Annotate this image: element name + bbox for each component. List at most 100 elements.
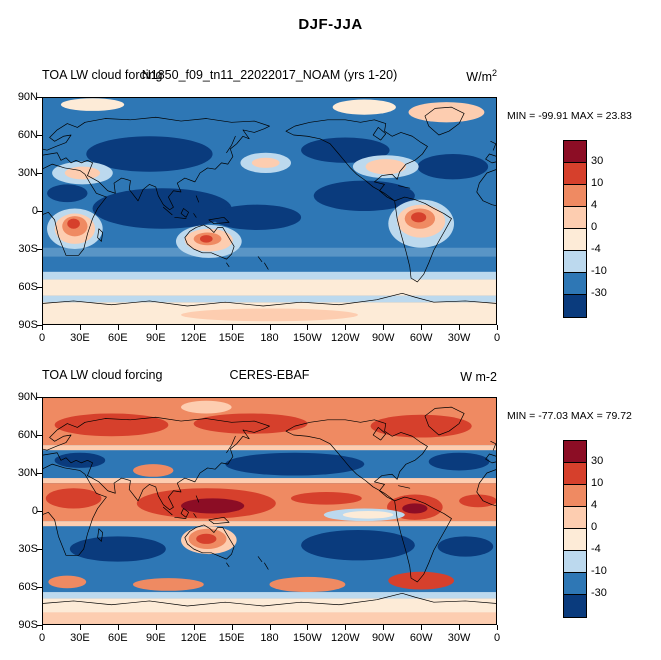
lon-tick-label: 0 <box>493 332 501 344</box>
colorbar-tick-label: -10 <box>591 265 607 277</box>
minmax-label: MIN = -77.03 MAX = 79.72 <box>507 410 632 422</box>
colorbar-tick-label: -10 <box>591 565 607 577</box>
colorbar-tick-label: 0 <box>591 521 598 533</box>
colorbar-segment <box>564 163 586 185</box>
lon-tick-mark <box>383 625 385 630</box>
lon-tick-mark <box>269 625 271 630</box>
units-sup: 2 <box>491 68 497 78</box>
lon-tick-label: 120W <box>330 332 360 344</box>
lon-tick-mark <box>421 325 423 330</box>
lat-tick-label: 90N <box>17 91 38 103</box>
model-map-svg <box>42 97 497 325</box>
figure-title: DJF-JJA <box>298 16 363 33</box>
lat-tick-mark <box>37 287 42 288</box>
panel-units: W m-2 <box>42 368 497 384</box>
lon-tick-label: 180 <box>260 332 279 344</box>
lon-tick-mark <box>307 325 309 330</box>
colorbar-segment <box>564 595 586 617</box>
lon-tick-label: 150E <box>218 332 245 344</box>
colorbar-segment <box>564 441 586 463</box>
colorbar-segment <box>564 273 586 295</box>
lon-tick-mark <box>383 325 385 330</box>
lon-tick-mark <box>193 625 195 630</box>
colorbar-segment <box>564 207 586 229</box>
lon-tick-label: 60W <box>409 332 433 344</box>
colorbar-tick-label: 30 <box>591 455 604 467</box>
lat-tick-label: 90S <box>18 619 38 631</box>
lon-tick-label: 90W <box>371 332 395 344</box>
lat-tick-label: 30N <box>17 467 38 479</box>
lat-tick-mark <box>37 173 42 174</box>
lat-tick-mark <box>37 211 42 212</box>
lat-tick-label: 60S <box>18 581 38 593</box>
lon-tick-mark <box>79 625 81 630</box>
lon-tick-label: 120E <box>180 632 207 644</box>
lat-tick-mark <box>37 549 42 550</box>
map-frame <box>42 397 497 625</box>
lat-tick-label: 30N <box>17 167 38 179</box>
panel-units: W/m2 <box>42 68 497 84</box>
lon-tick-label: 30E <box>70 332 90 344</box>
units-base: W m-2 <box>460 370 497 385</box>
lon-tick-mark <box>497 625 498 630</box>
colorbar <box>563 440 587 618</box>
panel-center-title: CERES-EBAF <box>229 368 310 382</box>
colorbar-segment <box>564 251 586 273</box>
lon-tick-mark <box>497 325 498 330</box>
model-panel: N1850_f09_tn11_22022017_NOAM (yrs 1-20) … <box>0 60 661 356</box>
lat-tick-label: 60N <box>17 129 38 141</box>
lon-tick-label: 150W <box>293 632 322 644</box>
colorbar-segment <box>564 185 586 207</box>
lat-tick-mark <box>37 135 42 136</box>
units-base: W/m <box>466 70 492 85</box>
colorbar-segment <box>564 295 586 317</box>
model-map <box>42 97 497 325</box>
colorbar-segment <box>564 573 586 595</box>
obs-map-svg <box>42 397 497 625</box>
lon-tick-label: 150E <box>218 632 245 644</box>
lon-tick-label: 120W <box>330 632 360 644</box>
lat-tick-label: 60S <box>18 281 38 293</box>
lat-tick-label: 60N <box>17 429 38 441</box>
lon-tick-label: 180 <box>260 632 279 644</box>
lon-tick-label: 30W <box>447 632 471 644</box>
lon-tick-label: 90E <box>145 332 166 344</box>
lon-tick-mark <box>42 325 43 330</box>
lon-tick-label: 30E <box>70 632 90 644</box>
lon-tick-mark <box>117 625 119 630</box>
panel-center-title: N1850_f09_tn11_22022017_NOAM (yrs 1-20) <box>141 68 398 82</box>
lat-tick-label: 90S <box>18 319 38 331</box>
colorbar-segment <box>564 485 586 507</box>
obs-panel: CERES-EBAF TOA LW cloud forcing W m-2 MI… <box>0 360 661 656</box>
map-frame <box>42 97 497 325</box>
lat-tick-mark <box>37 325 42 326</box>
colorbar <box>563 140 587 318</box>
lon-tick-mark <box>269 325 271 330</box>
colorbar-tick-label: 4 <box>591 499 598 511</box>
lon-tick-mark <box>459 625 461 630</box>
colorbar-segment <box>564 229 586 251</box>
lat-tick-label: 30S <box>18 243 38 255</box>
lon-tick-mark <box>42 625 43 630</box>
obs-map <box>42 397 497 625</box>
model-field <box>42 97 497 325</box>
lon-tick-mark <box>231 625 233 630</box>
lon-tick-label: 60E <box>108 332 128 344</box>
lon-tick-mark <box>421 625 423 630</box>
colorbar-tick-label: -4 <box>591 243 601 255</box>
lat-tick-label: 90N <box>17 391 38 403</box>
coastline-outlines <box>42 406 497 607</box>
lat-tick-mark <box>37 97 42 98</box>
lat-tick-mark <box>37 473 42 474</box>
coastline-outlines <box>42 106 497 307</box>
lon-tick-label: 30W <box>447 332 471 344</box>
colorbar-tick-label: 10 <box>591 177 604 189</box>
colorbar-segment <box>564 551 586 573</box>
lat-tick-mark <box>37 249 42 250</box>
lon-tick-mark <box>155 625 157 630</box>
lat-tick-label: 0 <box>31 205 38 217</box>
panel-left-title: TOA LW cloud forcing <box>42 368 163 382</box>
colorbar-tick-label: -30 <box>591 587 607 599</box>
lon-tick-mark <box>345 625 347 630</box>
colorbar-tick-label: -4 <box>591 543 601 555</box>
